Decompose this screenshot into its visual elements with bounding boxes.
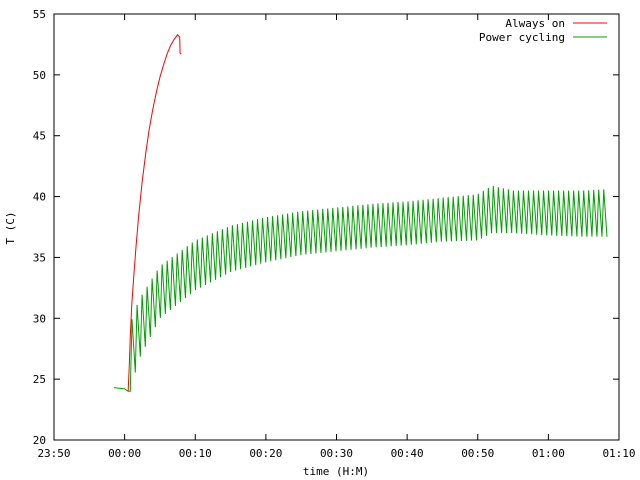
legend-label-power-cycling: Power cycling (479, 31, 565, 44)
y-axis-label: T (C) (4, 211, 17, 244)
x-tick-label: 00:50 (461, 447, 494, 460)
x-axis-ticks: 23:50 00:00 00:10 00:20 00:30 00:40 00:50 01:00… (37, 14, 636, 460)
y-tick-label: 30 (33, 312, 46, 325)
y-tick-label: 25 (33, 373, 46, 386)
y-axis-ticks: 20 25 30 35 40 45 50 55 (33, 8, 619, 447)
x-tick-label: 23:50 (37, 447, 70, 460)
y-tick-label: 40 (33, 191, 46, 204)
legend: Always on Power cycling (479, 17, 607, 44)
x-tick-label: 00:40 (391, 447, 424, 460)
x-axis-label: time (H:M) (303, 465, 369, 478)
x-tick-label: 00:30 (320, 447, 353, 460)
y-tick-label: 35 (33, 251, 46, 264)
legend-label-always-on: Always on (505, 17, 565, 30)
y-tick-label: 50 (33, 69, 46, 82)
x-tick-label: 00:20 (249, 447, 282, 460)
series-layer (113, 33, 608, 392)
x-tick-label: 00:00 (108, 447, 141, 460)
x-tick-label: 01:00 (532, 447, 565, 460)
series-line-power-cycling (113, 185, 608, 392)
x-tick-label: 01:10 (602, 447, 635, 460)
y-tick-label: 20 (33, 434, 46, 447)
series-line-always-on (127, 33, 182, 392)
x-tick-label: 00:10 (179, 447, 212, 460)
y-tick-label: 45 (33, 130, 46, 143)
y-tick-label: 55 (33, 8, 46, 21)
